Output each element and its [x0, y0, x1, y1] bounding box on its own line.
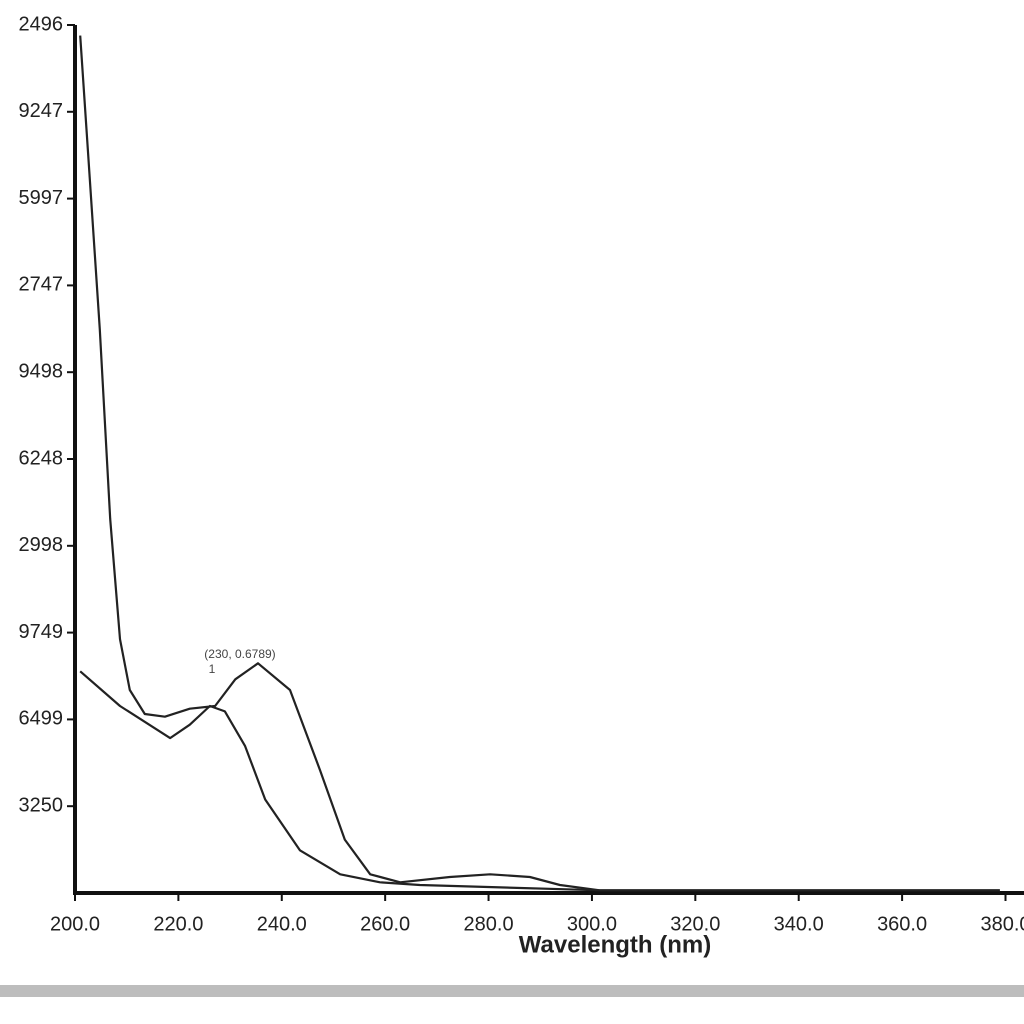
y-tick-label: 9749	[19, 621, 64, 643]
x-tick-label: 280.0	[464, 913, 514, 935]
y-tick-label: 2747	[19, 274, 64, 296]
y-tick-label: 5997	[19, 187, 64, 209]
y-tick-label: 6499	[19, 708, 64, 730]
annotation: (230, 0.6789)	[204, 647, 275, 661]
x-tick-label: 300.0	[567, 913, 617, 935]
y-tick-label: 3250	[19, 794, 64, 816]
x-tick-label: 360.0	[877, 913, 927, 935]
spectrum-line	[79, 670, 1000, 892]
frame-shadow	[0, 985, 1024, 997]
x-tick-label: 260.0	[360, 913, 410, 935]
y-tick-label: 6248	[19, 447, 64, 469]
x-tick-label: 200.0	[50, 913, 100, 935]
x-tick-label: 240.0	[257, 913, 307, 935]
y-tick-label: 9247	[19, 100, 64, 122]
x-tick-label: 220.0	[153, 913, 203, 935]
y-tick-label: 2998	[19, 534, 64, 556]
spectrum-line	[79, 35, 1000, 892]
x-tick-label: 320.0	[670, 913, 720, 935]
y-tick-label: 9498	[19, 360, 64, 382]
annotation-marker: 1	[209, 662, 216, 676]
x-axis-title: Wavelength (nm)	[519, 931, 711, 958]
y-tick-label: 2496	[19, 13, 64, 35]
x-tick-label: 340.0	[774, 913, 824, 935]
x-tick-label: 380.0	[980, 913, 1024, 935]
